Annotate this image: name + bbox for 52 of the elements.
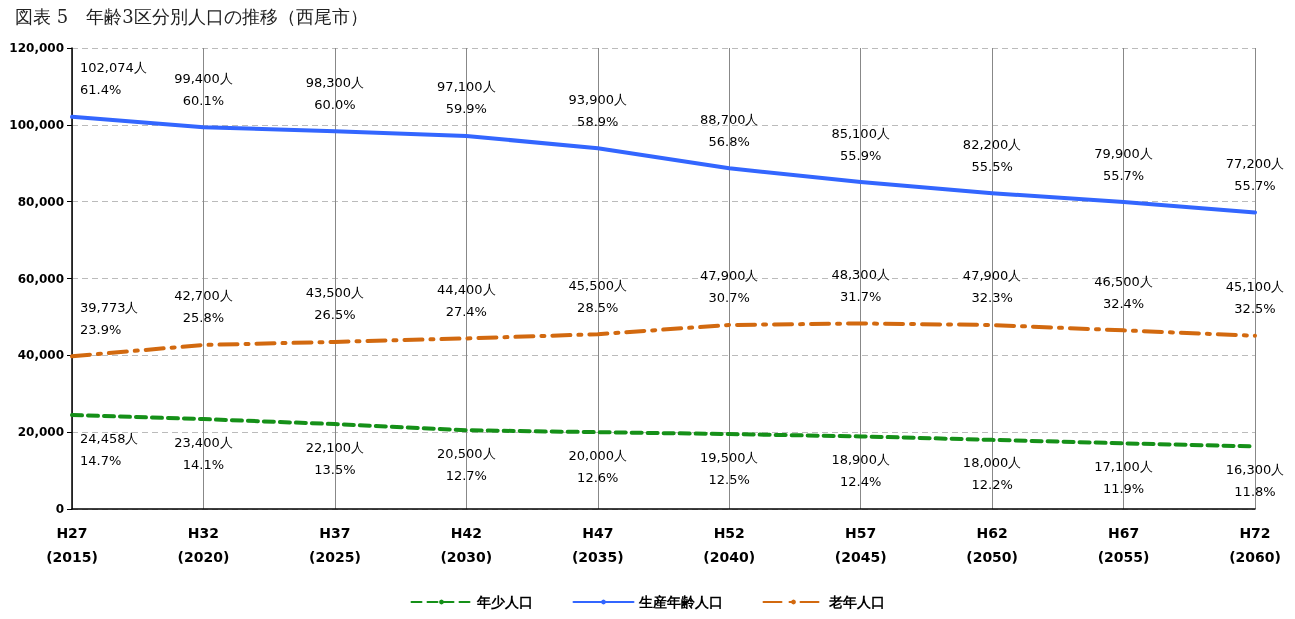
y-tick-label: 60,000 [17,271,64,286]
x-tick-label: H32 (2020) [177,525,230,565]
data-label: 45,100人 32.5% [1225,279,1285,317]
y-tick-label: 100,000 [9,117,64,132]
y-tick-label: 0 [55,502,64,516]
data-label: 79,900人 55.7% [1094,145,1153,183]
data-label: 20,500人 12.7% [437,445,496,483]
data-label: 20,000人 12.6% [568,447,628,485]
data-label: 47,900人 32.3% [962,268,1022,306]
chart-title: 図表 5 年齢3区分別人口の推移（西尾市） [15,5,368,27]
data-label: 39,773人 23.9% [80,299,139,337]
data-label: 24,458人 14.7% [80,430,139,468]
data-label: 42,700人 25.8% [174,288,233,326]
x-tick-label: H67 (2055) [1097,525,1150,565]
legend-label: 生産年齢人口 [637,594,723,610]
data-label: 19,500人 12.5% [699,449,759,487]
data-label: 88,700人 56.8% [699,111,759,149]
data-label: 46,500人 32.4% [1094,273,1153,311]
data-label: 77,200人 55.7% [1225,155,1285,193]
data-label: 22,100人 13.5% [305,439,365,477]
y-tick-label: 20,000 [17,425,64,440]
data-label: 45,500人 28.5% [568,277,628,315]
x-tick-label: H27 (2015) [46,525,98,565]
data-label: 93,900人 58.9% [568,91,628,129]
x-tick-label: H47 (2035) [571,525,624,565]
legend-label: 老年人口 [827,594,885,610]
legend-label: 年少人口 [475,594,533,610]
data-label: 17,100人 11.9% [1094,458,1153,496]
data-label: 18,900人 12.4% [831,451,890,489]
data-label: 102,074人 61.4% [80,60,147,98]
y-tick-label: 40,000 [17,348,64,363]
data-label: 16,300人 11.8% [1225,461,1285,499]
y-tick-label: 120,000 [9,41,64,55]
data-label: 98,300人 60.0% [305,74,365,112]
data-label: 97,100人 59.9% [437,79,496,117]
x-tick-label: H37 (2025) [309,525,361,565]
data-label: 23,400人 14.1% [174,434,233,472]
data-label: 85,100人 55.9% [831,125,890,163]
x-tick-label: H57 (2045) [834,525,887,565]
data-label: 44,400人 27.4% [437,281,496,319]
data-label: 99,400人 60.1% [174,70,233,108]
x-tick-label: H42 (2030) [440,525,493,565]
data-label: 47,900人 30.7% [699,268,759,306]
data-label: 82,200人 55.5% [962,136,1022,174]
y-tick-label: 80,000 [17,194,64,209]
x-tick-label: H52 (2040) [703,525,756,565]
x-tick-label: H72 (2060) [1229,525,1281,565]
data-label: 43,500人 26.5% [305,285,365,323]
line-series [70,321,1257,359]
x-tick-label: H62 (2050) [966,525,1018,565]
data-label: 48,300人 31.7% [831,266,890,304]
data-label: 18,000人 12.2% [962,455,1022,493]
